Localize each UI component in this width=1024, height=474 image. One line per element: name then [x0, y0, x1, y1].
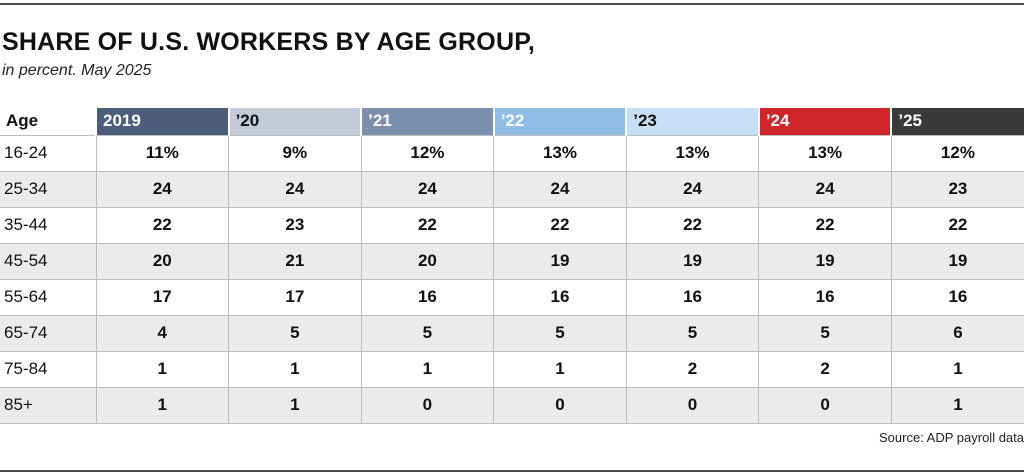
value-cell: 24 [95, 171, 229, 207]
year-header-2019: 2019 [95, 108, 229, 135]
value-cell: 5 [493, 315, 627, 351]
value-cell: 5 [360, 315, 494, 351]
value-cell: 12% [890, 135, 1024, 171]
value-cell: 24 [360, 171, 494, 207]
age-group-label: 85+ [4, 395, 33, 414]
value-cell: 24 [625, 171, 759, 207]
value-cell: 0 [360, 387, 494, 423]
value-cell: 23 [890, 171, 1024, 207]
table-body: 16-24 11% 9% 12% 13% 13% 13% 12% 25-34 24 24 24 24 24… [0, 135, 1024, 423]
table-row: 25-34 24 24 24 24 24 24 23 [0, 171, 1024, 207]
table-row: 85+ 1 1 0 0 0 0 1 [0, 387, 1024, 423]
value-cell: 16 [360, 279, 494, 315]
value-cell: 5 [228, 315, 362, 351]
value-cell: 21 [228, 243, 362, 279]
year-header-2024: ’24 [757, 108, 892, 135]
age-share-table: Age 2019 ’20 ’21 ’22 ’23 ’24 ’25 16-24 11… [0, 108, 1024, 424]
value-cell: 22 [95, 207, 229, 243]
source-note: Source: ADP payroll data [878, 430, 1024, 445]
value-cell: 0 [493, 387, 627, 423]
age-group-label: 65-74 [4, 323, 48, 342]
value-cell: 19 [625, 243, 759, 279]
table-row: 35-44 22 23 22 22 22 22 22 [0, 207, 1024, 243]
top-rule [0, 3, 1024, 5]
value-cell: 13% [493, 135, 627, 171]
chart-subtitle: in percent. May 2025 [2, 62, 152, 79]
bottom-rule [0, 470, 1024, 472]
age-group-label: 25-34 [4, 179, 48, 198]
table-row: 75-84 1 1 1 1 2 2 1 [0, 351, 1024, 387]
table-row: 65-74 4 5 5 5 5 5 6 [0, 315, 1024, 351]
value-cell: 1 [95, 387, 229, 423]
value-cell: 5 [625, 315, 759, 351]
value-cell: 19 [758, 243, 892, 279]
value-cell: 5 [758, 315, 892, 351]
value-cell: 6 [890, 315, 1024, 351]
age-column-header: Age [0, 108, 96, 135]
value-cell: 17 [95, 279, 229, 315]
age-group-label: 45-54 [4, 251, 48, 270]
value-cell: 1 [360, 351, 494, 387]
value-cell: 22 [493, 207, 627, 243]
value-cell: 16 [758, 279, 892, 315]
value-cell: 2 [625, 351, 759, 387]
age-group-label: 16-24 [4, 143, 48, 162]
value-cell: 0 [625, 387, 759, 423]
value-cell: 20 [95, 243, 229, 279]
value-cell: 1 [493, 351, 627, 387]
table-row: 45-54 20 21 20 19 19 19 19 [0, 243, 1024, 279]
year-header-2020: ’20 [227, 108, 362, 135]
value-cell: 2 [758, 351, 892, 387]
value-cell: 9% [228, 135, 362, 171]
age-group-label: 35-44 [4, 215, 48, 234]
header-row: Age 2019 ’20 ’21 ’22 ’23 ’24 ’25 [0, 108, 1024, 135]
age-group-label: 55-64 [4, 287, 48, 306]
value-cell: 22 [890, 207, 1024, 243]
value-cell: 19 [890, 243, 1024, 279]
value-cell: 11% [95, 135, 229, 171]
age-group-label: 75-84 [4, 359, 48, 378]
value-cell: 13% [758, 135, 892, 171]
value-cell: 22 [360, 207, 494, 243]
value-cell: 1 [228, 387, 362, 423]
year-header-2025: ’25 [890, 108, 1024, 135]
value-cell: 16 [625, 279, 759, 315]
value-cell: 1 [228, 351, 362, 387]
value-cell: 23 [228, 207, 362, 243]
value-cell: 24 [758, 171, 892, 207]
value-cell: 22 [625, 207, 759, 243]
year-header-2023: ’23 [625, 108, 759, 135]
table-row: 16-24 11% 9% 12% 13% 13% 13% 12% [0, 135, 1024, 171]
value-cell: 13% [625, 135, 759, 171]
value-cell: 24 [228, 171, 362, 207]
value-cell: 24 [493, 171, 627, 207]
value-cell: 16 [493, 279, 627, 315]
year-header-2021: ’21 [360, 108, 494, 135]
value-cell: 20 [360, 243, 494, 279]
table-row: 55-64 17 17 16 16 16 16 16 [0, 279, 1024, 315]
value-cell: 17 [228, 279, 362, 315]
value-cell: 16 [890, 279, 1024, 315]
value-cell: 22 [758, 207, 892, 243]
value-cell: 1 [95, 351, 229, 387]
value-cell: 0 [758, 387, 892, 423]
year-header-2022: ’22 [492, 108, 627, 135]
value-cell: 1 [890, 387, 1024, 423]
value-cell: 4 [95, 315, 229, 351]
value-cell: 19 [493, 243, 627, 279]
value-cell: 12% [360, 135, 494, 171]
value-cell: 1 [890, 351, 1024, 387]
chart-title: SHARE OF U.S. WORKERS BY AGE GROUP, [2, 28, 536, 56]
